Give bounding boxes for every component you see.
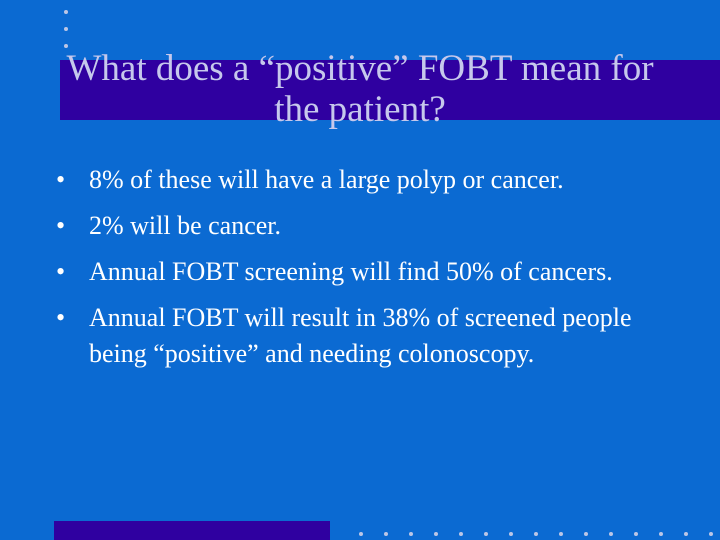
bullet-item: • 2% will be cancer. xyxy=(56,208,656,244)
decorative-dot xyxy=(434,532,438,536)
bullet-item: • Annual FOBT will result in 38% of scre… xyxy=(56,300,656,372)
bottom-accent-bar xyxy=(54,521,330,540)
decorative-dot xyxy=(64,10,68,14)
slide-title: What does a “positive” FOBT mean for the… xyxy=(66,48,654,130)
decorative-dot xyxy=(509,532,513,536)
decorative-dot xyxy=(634,532,638,536)
decorative-dot xyxy=(609,532,613,536)
decorative-dot xyxy=(484,532,488,536)
bullet-item: • Annual FOBT screening will find 50% of… xyxy=(56,254,656,290)
decorative-dot xyxy=(559,532,563,536)
bullet-dot-icon: • xyxy=(56,165,66,194)
decorative-dot xyxy=(64,27,68,31)
bullet-dot-icon: • xyxy=(56,257,66,286)
bullet-text: Annual FOBT screening will find 50% of c… xyxy=(89,257,613,286)
decorative-dot xyxy=(409,532,413,536)
decorative-dot xyxy=(684,532,688,536)
bullet-text: Annual FOBT will result in 38% of screen… xyxy=(89,303,632,368)
bullet-dot-icon: • xyxy=(56,303,66,332)
decorative-dot xyxy=(659,532,663,536)
bullet-list: • 8% of these will have a large polyp or… xyxy=(56,162,656,382)
decorative-dot xyxy=(359,532,363,536)
decorative-dot xyxy=(709,532,713,536)
decorative-dot xyxy=(64,44,68,48)
bullet-text: 8% of these will have a large polyp or c… xyxy=(89,165,564,194)
decorative-dot xyxy=(534,532,538,536)
title-accent-bar xyxy=(60,60,720,120)
bullet-dot-icon: • xyxy=(56,211,66,240)
bullet-item: • 8% of these will have a large polyp or… xyxy=(56,162,656,198)
bullet-text: 2% will be cancer. xyxy=(89,211,282,240)
decorative-dot xyxy=(459,532,463,536)
decorative-dot xyxy=(384,532,388,536)
decorative-dot xyxy=(584,532,588,536)
